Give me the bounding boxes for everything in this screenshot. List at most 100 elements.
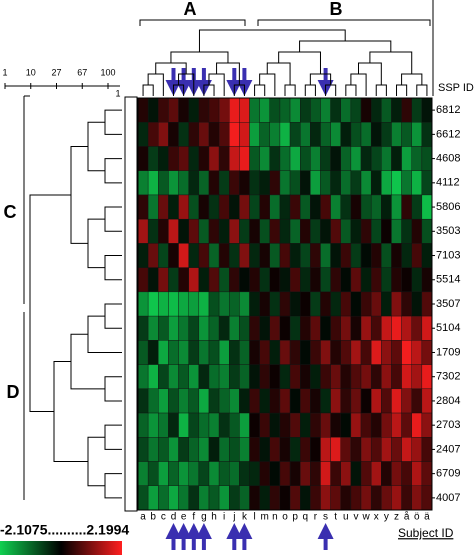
heatmap-cell: [269, 194, 281, 220]
heatmap-cell: [401, 437, 412, 462]
heatmap-cell: [411, 194, 423, 220]
heatmap-cell: [158, 388, 169, 414]
heatmap-cell: [330, 170, 341, 196]
heatmap-cell: [421, 146, 433, 171]
heatmap-cell: [208, 194, 220, 220]
heatmap-cell: [147, 437, 159, 462]
heatmap-cell: [229, 243, 240, 268]
heatmap-cell: [391, 97, 402, 123]
heatmap-cell: [259, 340, 270, 365]
heatmap-cell: [229, 97, 240, 123]
heatmap-cell: [391, 364, 402, 390]
heatmap-cell: [137, 388, 149, 414]
heatmap-cell: [147, 170, 159, 196]
column-label: g: [201, 512, 207, 523]
heatmap-cell: [249, 194, 260, 220]
heatmap-cell: [421, 412, 433, 438]
heatmap-cell: [137, 461, 149, 486]
heatmap-cell: [218, 437, 230, 462]
heatmap-cell: [178, 291, 189, 317]
group-label: D: [7, 382, 20, 402]
heatmap-cell: [300, 170, 311, 196]
dendrogram: [259, 73, 276, 96]
heatmap-cell: [249, 218, 260, 244]
heatmap-cell: [188, 194, 200, 220]
heatmap-cell: [147, 243, 159, 268]
heatmap-cell: [289, 412, 301, 438]
dendrogram: [87, 436, 105, 487]
heatmap-cell: [360, 146, 372, 171]
heatmap-cell: [340, 412, 352, 438]
heatmap-cell: [330, 388, 341, 414]
heatmap-cell: [300, 437, 311, 462]
heatmap-cell: [218, 218, 230, 244]
heatmap-cell: [381, 267, 392, 293]
heatmap-cell: [249, 315, 260, 341]
heatmap-cell: [158, 485, 169, 511]
heatmap-cell: [370, 291, 382, 317]
heatmap-cell: [300, 315, 311, 341]
heatmap-cell: [360, 364, 372, 390]
heatmap-cell: [411, 388, 423, 414]
heatmap-cell: [137, 315, 149, 341]
heatmap-cell: [330, 437, 341, 462]
heatmap-cell: [411, 291, 423, 317]
heatmap-cell: [360, 291, 372, 317]
dendrogram: [104, 376, 122, 402]
heatmap-cell: [370, 388, 382, 414]
heatmap-cell: [310, 97, 321, 123]
heatmap-cell: [208, 412, 220, 438]
heatmap-cell: [158, 146, 169, 171]
heatmap-cell: [239, 461, 250, 486]
column-label: e: [181, 512, 187, 523]
heatmap-cell: [188, 218, 200, 244]
dendrogram: [104, 473, 122, 499]
heatmap-cell: [401, 412, 412, 438]
heatmap-cell: [178, 267, 189, 293]
heatmap-cell: [279, 194, 291, 220]
heatmap-cell: [168, 388, 179, 414]
dendrogram: [29, 194, 71, 413]
heatmap-cell: [249, 388, 260, 414]
column-label: b: [150, 512, 156, 523]
heatmap-cell: [158, 412, 169, 438]
heatmap-cell: [320, 146, 331, 171]
heatmap-cell: [208, 146, 220, 171]
heatmap-cell: [391, 291, 402, 317]
row-label: 6812: [436, 104, 460, 116]
heatmap-cell: [259, 485, 270, 511]
heatmap-cell: [158, 437, 169, 462]
heatmap-cell: [391, 315, 402, 341]
heatmap-cell: [259, 267, 270, 293]
heatmap-cell: [330, 364, 341, 390]
scale-label: 100: [100, 67, 115, 77]
heatmap-cell: [310, 122, 321, 147]
heatmap-cell: [320, 122, 331, 147]
heatmap-cell: [381, 412, 392, 438]
heatmap-cell: [289, 97, 301, 123]
heatmap-cell: [381, 291, 392, 317]
heatmap-cell: [198, 243, 210, 268]
heatmap-cell: [147, 218, 159, 244]
heatmap-cell: [269, 485, 281, 511]
column-label: ö: [414, 512, 420, 523]
heatmap-cell: [350, 412, 362, 438]
heatmap-cell: [330, 315, 341, 341]
heatmap-cell: [421, 461, 433, 486]
heatmap-cell: [218, 291, 230, 317]
column-label: d: [171, 512, 177, 523]
heatmap-cell: [381, 437, 392, 462]
column-label: å: [404, 511, 410, 523]
heatmap-cell: [381, 122, 392, 147]
heatmap-cell: [188, 461, 200, 486]
column-label: h: [211, 512, 217, 523]
heatmap-cell: [421, 291, 433, 317]
heatmap-cell: [370, 97, 382, 123]
heatmap-cell: [360, 122, 372, 147]
row-label: 4112: [436, 177, 460, 189]
heatmap-cell: [340, 340, 352, 365]
heatmap-cell: [178, 218, 189, 244]
heatmap-cell: [269, 291, 281, 317]
heatmap-cell: [198, 388, 210, 414]
heatmap-cell: [249, 122, 260, 147]
